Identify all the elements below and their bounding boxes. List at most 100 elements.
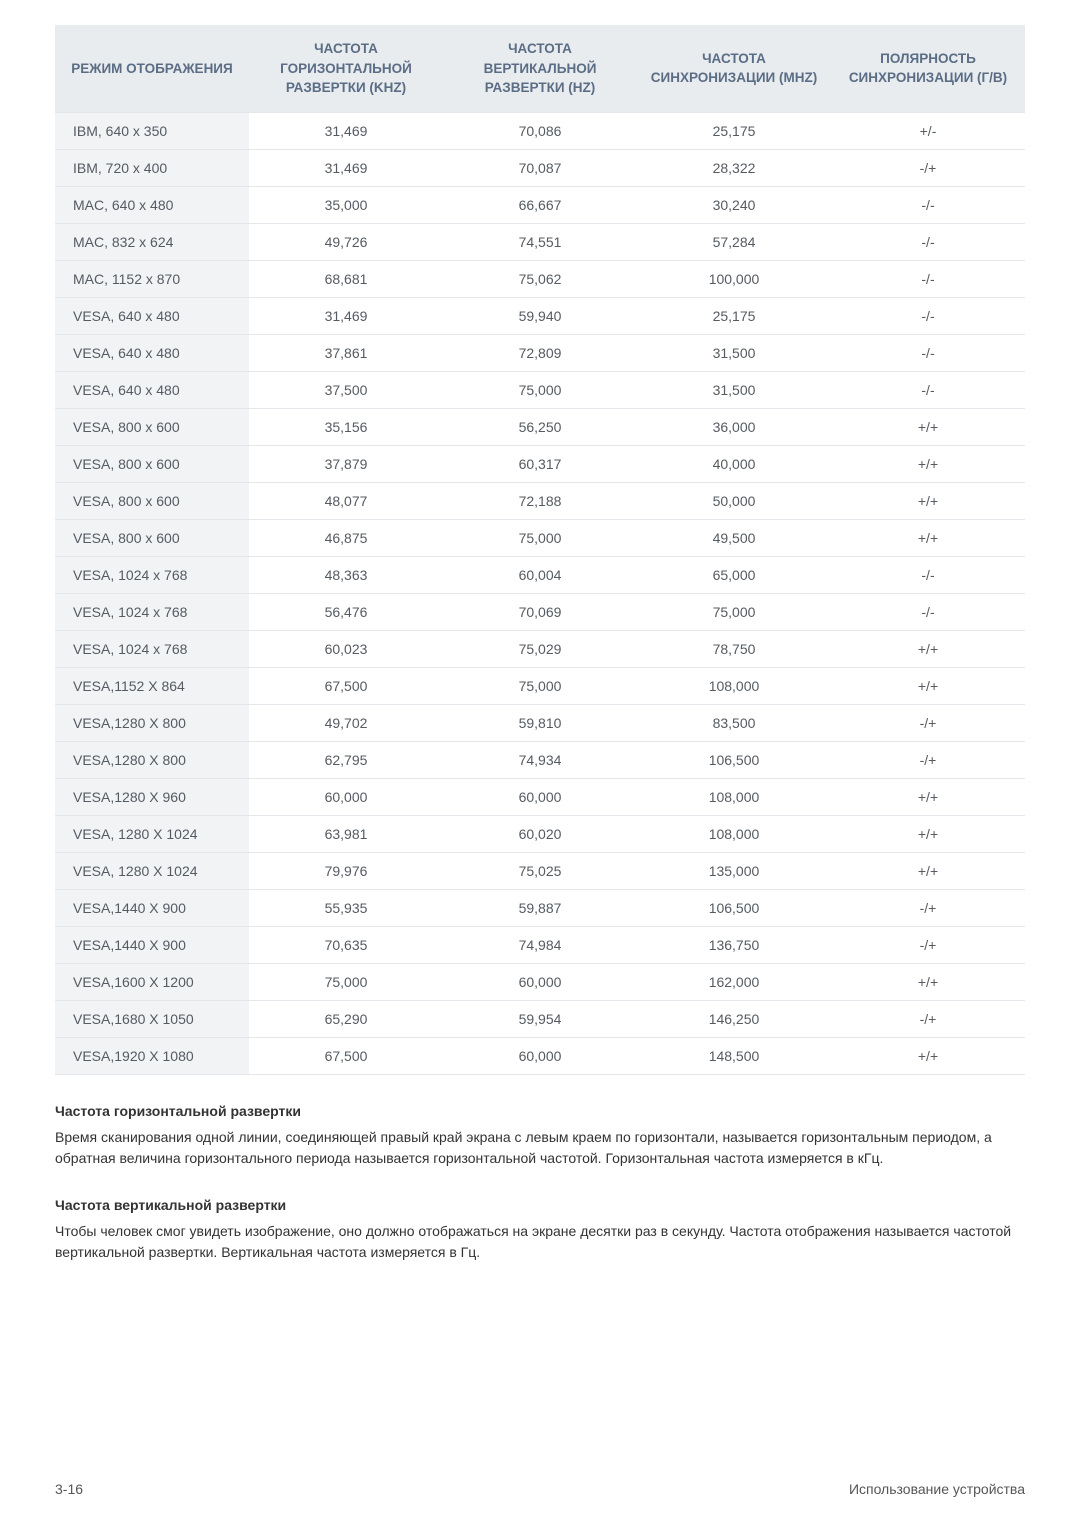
table-cell: IBM, 640 x 350	[55, 112, 249, 149]
table-cell: 83,500	[637, 704, 831, 741]
table-cell: -/+	[831, 889, 1025, 926]
table-cell: -/-	[831, 556, 1025, 593]
table-cell: 25,175	[637, 297, 831, 334]
section-hfreq-body: Время сканирования одной линии, соединяю…	[55, 1127, 1025, 1169]
table-cell: VESA, 640 x 480	[55, 371, 249, 408]
table-row: VESA,1440 X 90055,93559,887106,500-/+	[55, 889, 1025, 926]
table-cell: VESA, 640 x 480	[55, 297, 249, 334]
table-cell: +/+	[831, 519, 1025, 556]
table-cell: 60,000	[443, 1037, 637, 1074]
table-cell: 60,023	[249, 630, 443, 667]
table-cell: -/+	[831, 704, 1025, 741]
table-cell: 108,000	[637, 667, 831, 704]
table-cell: 40,000	[637, 445, 831, 482]
table-row: VESA, 1024 x 76860,02375,02978,750+/+	[55, 630, 1025, 667]
section-vfreq-body: Чтобы человек смог увидеть изображение, …	[55, 1221, 1025, 1263]
table-cell: 49,500	[637, 519, 831, 556]
section-vfreq-title: Частота вертикальной развертки	[55, 1197, 1025, 1213]
table-cell: 35,000	[249, 186, 443, 223]
table-cell: -/-	[831, 297, 1025, 334]
table-cell: 74,551	[443, 223, 637, 260]
table-cell: 75,000	[249, 963, 443, 1000]
table-cell: 65,290	[249, 1000, 443, 1037]
table-row: VESA, 1024 x 76848,36360,00465,000-/-	[55, 556, 1025, 593]
table-cell: +/+	[831, 408, 1025, 445]
table-cell: MAC, 832 x 624	[55, 223, 249, 260]
table-cell: 60,020	[443, 815, 637, 852]
table-cell: +/+	[831, 1037, 1025, 1074]
table-cell: 75,025	[443, 852, 637, 889]
table-cell: 25,175	[637, 112, 831, 149]
table-cell: MAC, 1152 x 870	[55, 260, 249, 297]
table-cell: +/+	[831, 630, 1025, 667]
table-cell: +/+	[831, 815, 1025, 852]
table-cell: -/-	[831, 186, 1025, 223]
table-cell: 57,284	[637, 223, 831, 260]
table-row: VESA, 1280 X 102463,98160,020108,000+/+	[55, 815, 1025, 852]
table-header-row: РЕЖИМ ОТОБРАЖЕНИЯ ЧАСТОТА ГОРИЗОНТАЛЬНОЙ…	[55, 25, 1025, 112]
table-cell: 78,750	[637, 630, 831, 667]
table-cell: 106,500	[637, 741, 831, 778]
table-cell: 67,500	[249, 1037, 443, 1074]
table-cell: VESA, 800 x 600	[55, 445, 249, 482]
table-cell: -/-	[831, 593, 1025, 630]
col-header-syncfreq: ЧАСТОТА СИНХРОНИЗАЦИИ (MHZ)	[637, 25, 831, 112]
table-cell: 68,681	[249, 260, 443, 297]
table-cell: 49,726	[249, 223, 443, 260]
table-cell: VESA,1280 X 800	[55, 704, 249, 741]
table-cell: 162,000	[637, 963, 831, 1000]
table-cell: 75,000	[443, 371, 637, 408]
table-cell: MAC, 640 x 480	[55, 186, 249, 223]
table-row: IBM, 640 x 35031,46970,08625,175+/-	[55, 112, 1025, 149]
table-cell: VESA,1440 X 900	[55, 889, 249, 926]
table-cell: +/-	[831, 112, 1025, 149]
table-row: VESA,1600 X 120075,00060,000162,000+/+	[55, 963, 1025, 1000]
table-cell: 136,750	[637, 926, 831, 963]
table-cell: 49,702	[249, 704, 443, 741]
table-row: VESA,1280 X 80062,79574,934106,500-/+	[55, 741, 1025, 778]
table-cell: 28,322	[637, 149, 831, 186]
table-row: VESA,1440 X 90070,63574,984136,750-/+	[55, 926, 1025, 963]
section-hfreq-title: Частота горизонтальной развертки	[55, 1103, 1025, 1119]
col-header-hfreq: ЧАСТОТА ГОРИЗОНТАЛЬНОЙ РАЗВЕРТКИ (KHZ)	[249, 25, 443, 112]
table-cell: 56,476	[249, 593, 443, 630]
table-cell: VESA, 800 x 600	[55, 519, 249, 556]
table-cell: 74,934	[443, 741, 637, 778]
table-row: MAC, 640 x 48035,00066,66730,240-/-	[55, 186, 1025, 223]
table-cell: 35,156	[249, 408, 443, 445]
table-cell: -/+	[831, 926, 1025, 963]
table-cell: 135,000	[637, 852, 831, 889]
table-row: VESA,1680 X 105065,29059,954146,250-/+	[55, 1000, 1025, 1037]
timing-table: РЕЖИМ ОТОБРАЖЕНИЯ ЧАСТОТА ГОРИЗОНТАЛЬНОЙ…	[55, 25, 1025, 1075]
table-cell: 30,240	[637, 186, 831, 223]
table-cell: 56,250	[443, 408, 637, 445]
table-cell: 48,363	[249, 556, 443, 593]
table-cell: VESA, 1024 x 768	[55, 593, 249, 630]
table-cell: 31,500	[637, 371, 831, 408]
table-cell: -/+	[831, 741, 1025, 778]
table-cell: 106,500	[637, 889, 831, 926]
table-cell: +/+	[831, 667, 1025, 704]
table-cell: 31,469	[249, 297, 443, 334]
table-cell: -/-	[831, 223, 1025, 260]
table-cell: -/-	[831, 260, 1025, 297]
table-cell: +/+	[831, 445, 1025, 482]
table-cell: 65,000	[637, 556, 831, 593]
table-cell: VESA,1280 X 800	[55, 741, 249, 778]
table-row: VESA,1280 X 80049,70259,81083,500-/+	[55, 704, 1025, 741]
table-row: VESA,1280 X 96060,00060,000108,000+/+	[55, 778, 1025, 815]
table-cell: 59,810	[443, 704, 637, 741]
table-cell: 146,250	[637, 1000, 831, 1037]
table-cell: +/+	[831, 852, 1025, 889]
table-cell: 148,500	[637, 1037, 831, 1074]
table-row: IBM, 720 x 40031,46970,08728,322-/+	[55, 149, 1025, 186]
table-cell: +/+	[831, 963, 1025, 1000]
table-cell: 63,981	[249, 815, 443, 852]
table-cell: 46,875	[249, 519, 443, 556]
table-row: VESA, 640 x 48031,46959,94025,175-/-	[55, 297, 1025, 334]
table-cell: 75,000	[443, 519, 637, 556]
table-cell: 108,000	[637, 778, 831, 815]
table-cell: 59,954	[443, 1000, 637, 1037]
table-row: MAC, 1152 x 87068,68175,062100,000-/-	[55, 260, 1025, 297]
table-cell: 60,317	[443, 445, 637, 482]
